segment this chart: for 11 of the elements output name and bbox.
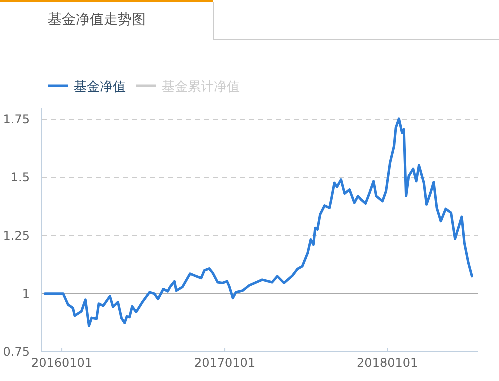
- chart-title: 基金净值走势图: [48, 12, 146, 28]
- y-tick-label: 1: [22, 286, 30, 301]
- x-tick-label: 20180101: [357, 356, 418, 370]
- y-tick-label: 1.75: [3, 112, 30, 127]
- y-tick-label: 0.75: [3, 345, 30, 359]
- y-tick-label: 1.25: [3, 228, 30, 243]
- x-tick-label: 20160101: [32, 356, 93, 370]
- legend-label: 基金净值: [74, 80, 126, 95]
- line-series: [44, 118, 474, 328]
- y-tick-label: 1.5: [10, 170, 30, 185]
- x-tick-label: 20170101: [194, 356, 256, 370]
